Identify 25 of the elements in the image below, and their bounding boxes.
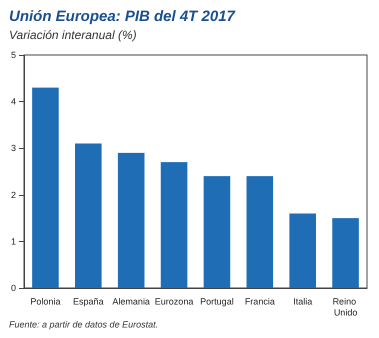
y-tick-label: 4 [10,96,16,107]
bar [118,152,144,288]
x-tick-label: España [73,296,104,306]
bar [204,176,230,288]
x-tick-label: Eurozona [154,296,194,306]
y-tick-label: 2 [10,190,16,200]
chart-title: Unión Europea: PIB del 4T 2017 [9,8,236,25]
bar [332,218,359,288]
x-tick-label: Italia [293,296,312,306]
chart-subtitle: Variación interanual (%) [9,28,137,42]
bar [289,213,316,288]
source-note: Fuente: a partir de datos de Eurostat. [9,320,158,330]
bar [246,176,274,288]
bar [32,88,59,288]
x-tick-label: Polonia [30,296,60,306]
y-tick-label: 5 [10,50,16,60]
x-tick-label: Francia [244,296,275,306]
y-tick-label: 0 [10,283,16,293]
x-tick-label: Reino Unido [332,296,359,318]
x-tick-label: Portugal [200,296,234,306]
bar [75,144,102,288]
y-tick-label: 1 [10,236,16,246]
bar [160,162,188,288]
y-tick-label: 3 [10,143,16,154]
x-tick-label: Alemania [112,296,150,306]
